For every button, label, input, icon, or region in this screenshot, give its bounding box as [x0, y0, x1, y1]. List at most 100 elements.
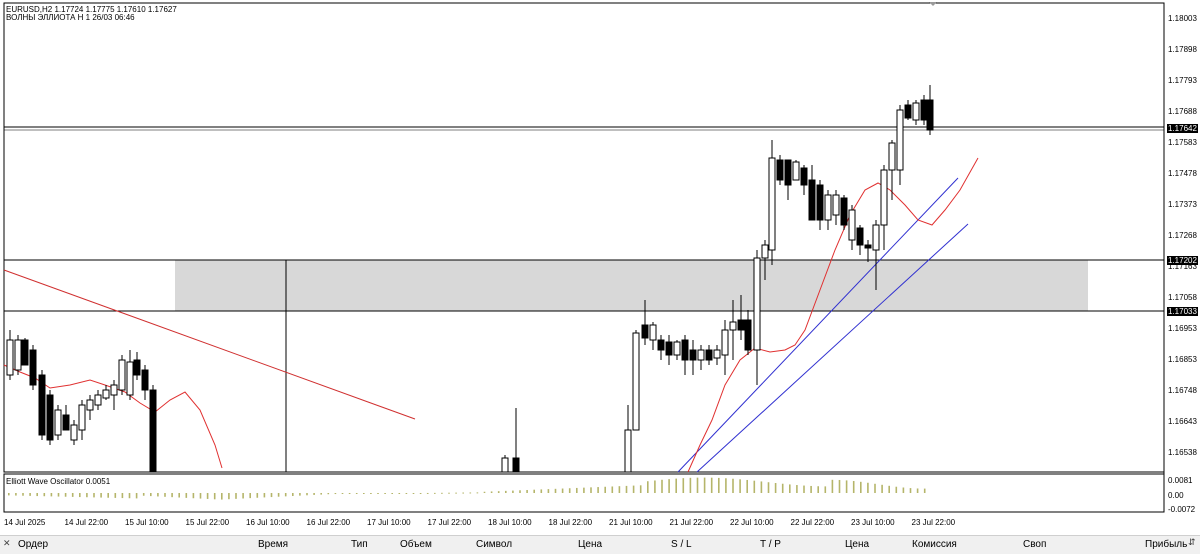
- close-icon[interactable]: ✕: [3, 538, 11, 548]
- oscillator-bar: [334, 493, 337, 495]
- symbol-info: EURUSD,H2 1.17724 1.17775 1.17610 1.1762…: [6, 5, 177, 14]
- oscillator-bar: [370, 493, 372, 494]
- column-tp[interactable]: T / P: [760, 539, 781, 550]
- oscillator-bar: [434, 492, 436, 494]
- oscillator-bar: [405, 493, 408, 494]
- oscillator-bar: [923, 488, 926, 493]
- blue-trend-line-upper: [677, 177, 959, 473]
- column-type[interactable]: Тип: [351, 539, 368, 550]
- oscillator-bar: [36, 493, 38, 497]
- oscillator-bar: [874, 483, 876, 493]
- column-commission[interactable]: Комиссия: [912, 539, 957, 550]
- oscillator-bar: [661, 479, 663, 493]
- terminal-header: ✕ Ордер Время Тип Объем Символ Цена S / …: [0, 535, 1200, 554]
- oscillator-bar: [455, 492, 457, 494]
- price-axis-label: 1.16748: [1168, 386, 1197, 395]
- bullish-candle: [832, 194, 840, 216]
- price-axis-label: 1.17373: [1168, 200, 1197, 209]
- time-axis-label: 15 Jul 10:00: [125, 518, 169, 527]
- oscillator-bar: [22, 493, 24, 496]
- chart-shift-marker[interactable]: [929, 2, 937, 6]
- oscillator-bar: [767, 482, 770, 493]
- column-volume[interactable]: Объем: [400, 539, 432, 550]
- bearish-candle: [689, 349, 697, 361]
- oscillator-bar: [597, 487, 599, 493]
- bearish-candle: [864, 244, 872, 249]
- oscillator-bar: [142, 493, 145, 496]
- sort-icon[interactable]: ⇵: [1188, 537, 1196, 547]
- column-swap[interactable]: Своп: [1023, 539, 1047, 550]
- column-sl[interactable]: S / L: [671, 539, 692, 550]
- bearish-candle: [800, 167, 808, 186]
- price-axis-label: 1.17583: [1168, 138, 1197, 147]
- oscillator-bar: [576, 487, 578, 493]
- oscillator-bar: [774, 482, 777, 493]
- column-profit[interactable]: Прибыль: [1145, 539, 1188, 550]
- oscillator-bar: [86, 493, 88, 498]
- time-axis-label: 21 Jul 10:00: [609, 518, 653, 527]
- oscillator-bar: [100, 493, 102, 498]
- price-chart[interactable]: [0, 0, 1200, 535]
- bullish-candle: [729, 321, 737, 331]
- bearish-candle: [920, 99, 928, 121]
- oscillator-bar: [426, 492, 429, 494]
- bearish-candle: [665, 341, 673, 356]
- column-current-price[interactable]: Цена: [845, 539, 870, 550]
- column-symbol[interactable]: Символ: [476, 539, 513, 550]
- oscillator-bar: [135, 493, 138, 499]
- bearish-candle: [840, 197, 848, 226]
- bullish-candle: [753, 257, 761, 351]
- oscillator-bar: [888, 485, 890, 493]
- oscillator-bar: [632, 485, 635, 493]
- oscillator-bar: [611, 486, 614, 493]
- oscillator-bar: [355, 493, 358, 494]
- oscillator-bar: [263, 493, 266, 498]
- bullish-candle: [6, 339, 14, 376]
- column-price[interactable]: Цена: [578, 539, 603, 550]
- oscillator-bar: [916, 488, 919, 493]
- bearish-candle: [681, 339, 689, 361]
- oscillator-bar: [732, 478, 734, 493]
- oscillator-bar: [909, 488, 912, 493]
- oscillator-bar: [483, 491, 486, 493]
- oscillator-bar: [760, 481, 763, 493]
- bearish-candle: [904, 104, 912, 119]
- bearish-candle: [926, 99, 934, 131]
- oscillator-bar: [526, 489, 528, 493]
- oscillator-bar: [824, 486, 827, 493]
- oscillator-bar: [647, 481, 649, 493]
- oscillator-bar: [810, 485, 812, 493]
- oscillator-bar: [519, 490, 521, 493]
- oscillator-bar: [384, 493, 386, 494]
- bullish-candle: [872, 224, 880, 251]
- oscillator-bar: [852, 481, 855, 493]
- oscillator-bar: [881, 484, 883, 493]
- bearish-candle: [38, 374, 46, 436]
- oscillator-bar: [554, 488, 557, 493]
- time-axis-label: 15 Jul 22:00: [185, 518, 230, 527]
- oscillator-bar: [121, 493, 124, 499]
- price-axis-label: 1.17058: [1168, 293, 1197, 302]
- column-order[interactable]: Ордер: [18, 539, 49, 550]
- candlestick-series: [6, 85, 934, 473]
- price-axis-label: 1.16538: [1168, 448, 1197, 457]
- oscillator-bar: [696, 477, 699, 493]
- oscillator-bar: [639, 485, 642, 493]
- time-axis-label: 14 Jul 22:00: [64, 518, 109, 527]
- oscillator-bar: [583, 487, 585, 493]
- oscillator-bar: [725, 478, 727, 493]
- bullish-candle: [896, 109, 904, 171]
- bearish-candle: [808, 179, 816, 221]
- time-axis-label: 21 Jul 22:00: [669, 518, 714, 527]
- time-axis-label: 23 Jul 10:00: [851, 518, 895, 527]
- bullish-candle: [102, 389, 110, 399]
- oscillator-bar: [256, 493, 259, 498]
- bearish-candle: [856, 227, 864, 246]
- oscillator-bar: [150, 493, 152, 497]
- column-time[interactable]: Время: [258, 539, 289, 550]
- bullish-candle: [888, 142, 896, 171]
- oscillator-bar: [71, 493, 74, 497]
- bearish-candle: [21, 339, 29, 366]
- oscillator-bar: [228, 493, 230, 500]
